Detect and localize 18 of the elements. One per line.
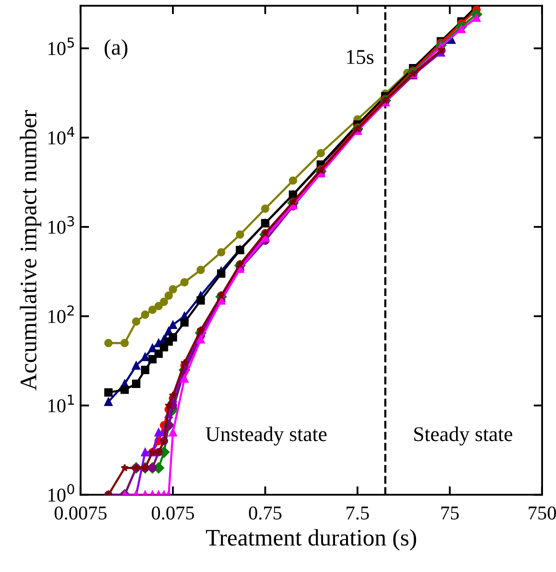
annotation: (a)	[104, 39, 128, 60]
annotation: Unsteady state	[206, 426, 327, 446]
ref-line-label: 15s	[347, 50, 374, 64]
x-tick-label: 0.0075	[54, 506, 107, 520]
y-tick-label: 10$^{0}$	[48, 484, 74, 502]
y-tick-label: 10$^{1}$	[48, 394, 74, 412]
y-axis-title: Accumulative impact number	[20, 110, 42, 390]
annotation: Steady state	[414, 426, 512, 446]
x-tick-label: 750	[528, 506, 556, 520]
y-tick-label: 10$^{5}$	[48, 38, 74, 56]
y-tick-label: 10$^{2}$	[48, 305, 74, 324]
x-axis-title: Treatment duration (s)	[206, 529, 416, 550]
y-tick-label: 10$^{3}$	[48, 216, 74, 234]
x-tick-label: 0.75	[248, 506, 282, 520]
x-tick-label: 0.075	[152, 506, 194, 520]
x-tick-label: 75	[441, 506, 459, 520]
y-tick-label: 10$^{4}$	[48, 126, 74, 144]
x-tick-label: 7.5	[346, 506, 369, 520]
